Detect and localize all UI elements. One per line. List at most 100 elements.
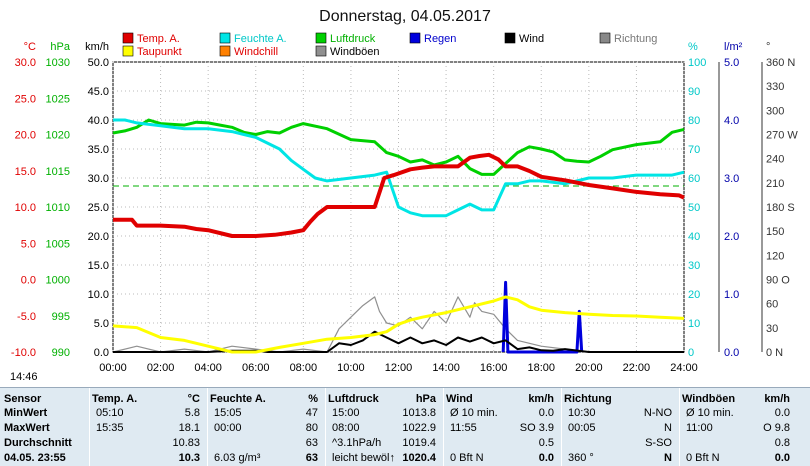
chart-axes: 00:00 02:00 04:00 06:00 08:00 10:00 12:00 14:00… xyxy=(11,41,798,374)
stats-separator xyxy=(89,388,90,466)
legend-label: Regen xyxy=(424,33,456,45)
stats-cell-value: SO 3.9 xyxy=(519,422,554,434)
direction-tick-label: 240 xyxy=(766,154,784,166)
direction-axis-unit: ° xyxy=(766,41,770,53)
temp-tick-label: 0.0 xyxy=(21,275,36,287)
stats-row: leicht bewöl↑ 1020.4 xyxy=(328,451,440,466)
x-tick-label: 08:00 xyxy=(290,362,318,374)
x-tick-label: 20:00 xyxy=(575,362,603,374)
stats-cell-time: 0 Bft N xyxy=(686,452,720,464)
stats-header: Feuchte A.% xyxy=(210,392,322,406)
stats-column-pressure: Luftdruck hPa 15:00 1013.8 08:00 1022.9 ^3.1hP… xyxy=(328,388,440,466)
stats-header-label: Feuchte A. xyxy=(210,393,266,405)
x-tick-label: 02:00 xyxy=(147,362,175,374)
stats-cell-value: 0.0 xyxy=(774,407,790,419)
stats-cell-time: 11:00 xyxy=(686,422,713,434)
stats-cell-value: 5.8 xyxy=(184,407,200,419)
humidity-tick-label: 0 xyxy=(688,347,694,359)
series-windböen xyxy=(112,296,684,353)
rain-tick-label: 1.0 xyxy=(724,289,739,301)
humidity-tick-label: 100 xyxy=(688,57,706,69)
pressure-tick-label: 990 xyxy=(52,347,70,359)
stats-header-unit: % xyxy=(308,393,318,405)
temp-axis-unit: °C xyxy=(24,41,36,53)
stats-separator xyxy=(443,388,444,466)
stats-cell-time: 15:05 xyxy=(214,407,242,419)
stats-row: 00:05 N xyxy=(564,421,676,436)
stats-row: ^3.1hPa/h 1019.4 xyxy=(328,436,440,451)
stats-cell-value: 0.0 xyxy=(538,407,554,419)
x-tick-label: 16:00 xyxy=(480,362,508,374)
temp-tick-label: 25.0 xyxy=(15,93,36,105)
legend-label: Feuchte A. xyxy=(234,33,287,45)
direction-tick-label: 360 N xyxy=(766,57,795,69)
stats-header: Temp. A. °C xyxy=(92,392,204,406)
direction-tick-label: 300 xyxy=(766,105,784,117)
legend-label: Wind xyxy=(519,33,544,45)
stats-column-sensor: Sensor MinWert MaxWert Durchschnitt 04.05. 2… xyxy=(4,388,92,466)
humidity-tick-label: 80 xyxy=(688,115,700,127)
stats-column-humidity: Feuchte A.% 15:05 47 00:00 80 63 6.03 g/m³ 63 xyxy=(210,388,322,466)
pressure-tick-label: 1000 xyxy=(46,275,70,287)
stats-cell-value: 1019.4 xyxy=(402,437,436,449)
stats-cell-value: 0.8 xyxy=(774,437,790,449)
temp-tick-label: -10.0 xyxy=(11,347,36,359)
pressure-axis-unit: hPa xyxy=(50,41,70,53)
rain-axis-unit: l/m² xyxy=(724,41,743,53)
stats-row: 11:55 SO 3.9 xyxy=(446,421,558,436)
wind-tick-label: 35.0 xyxy=(88,144,109,156)
humidity-tick-label: 20 xyxy=(688,289,700,301)
stats-cell-time: 15:35 xyxy=(96,422,124,434)
rain-tick-label: 4.0 xyxy=(724,115,739,127)
stats-row: 63 xyxy=(210,436,322,451)
stats-cell-time: 15:00 xyxy=(332,407,360,419)
rain-tick-label: 2.0 xyxy=(724,231,739,243)
stats-row: 0 Bft N 0.0 xyxy=(446,451,558,466)
stats-row: 11:00 O 9.8 xyxy=(682,421,794,436)
stats-separator xyxy=(561,388,562,466)
legend-label: Taupunkt xyxy=(137,46,182,58)
stats-cell-time: 00:05 xyxy=(568,422,596,434)
direction-tick-label: 180 S xyxy=(766,202,795,214)
humidity-tick-label: 50 xyxy=(688,202,700,214)
stats-cell-value: O 9.8 xyxy=(763,422,790,434)
stats-cell-value: N xyxy=(664,422,672,434)
stats-cell-value: 80 xyxy=(305,422,318,434)
rain-tick-label: 3.0 xyxy=(724,173,739,185)
stats-header-unit: km/h xyxy=(528,393,554,405)
humidity-tick-label: 90 xyxy=(688,86,700,98)
temp-tick-label: 20.0 xyxy=(15,130,36,142)
stats-row: 10.83 xyxy=(92,436,204,451)
series-temp-a- xyxy=(113,152,685,238)
rain-tick-label: 0.0 xyxy=(724,347,739,359)
humidity-tick-label: 30 xyxy=(688,260,700,272)
stats-row: 0.5 xyxy=(446,436,558,451)
legend-label: Windchill xyxy=(234,46,278,58)
x-tick-label: 12:00 xyxy=(385,362,413,374)
stats-header-label: Wind xyxy=(446,393,473,405)
direction-tick-label: 60 xyxy=(766,299,778,311)
stats-row: MaxWert xyxy=(4,421,92,436)
pressure-tick-label: 1025 xyxy=(46,93,70,105)
temp-tick-label: -5.0 xyxy=(17,311,36,323)
legend-label: Temp. A. xyxy=(137,33,180,45)
stats-row: 360 ° N xyxy=(564,451,676,466)
stats-cell-time: 360 ° xyxy=(568,452,594,464)
stats-header-label: Luftdruck xyxy=(328,393,379,405)
stats-header-label: Windböen xyxy=(682,393,736,405)
stats-row: 00:00 80 xyxy=(210,421,322,436)
legend-swatch xyxy=(504,32,516,44)
stats-header-label: Temp. A. xyxy=(92,393,138,405)
stats-column-gusts: Windböen km/h Ø 10 min. 0.0 11:00 O 9.8 0.8 0 B… xyxy=(682,388,794,466)
wind-tick-label: 10.0 xyxy=(88,289,109,301)
humidity-tick-label: 10 xyxy=(688,318,700,330)
stats-header: Richtung xyxy=(564,392,676,406)
stats-cell-value: 47 xyxy=(305,407,318,419)
wind-axis-unit: km/h xyxy=(85,41,109,53)
temp-tick-label: 30.0 xyxy=(15,57,36,69)
series-regen xyxy=(501,280,584,354)
stats-cell-time: 00:00 xyxy=(214,422,242,434)
wind-tick-label: 45.0 xyxy=(88,86,109,98)
stats-row: Ø 10 min. 0.0 xyxy=(446,406,558,421)
stats-header: Luftdruck hPa xyxy=(328,392,440,406)
